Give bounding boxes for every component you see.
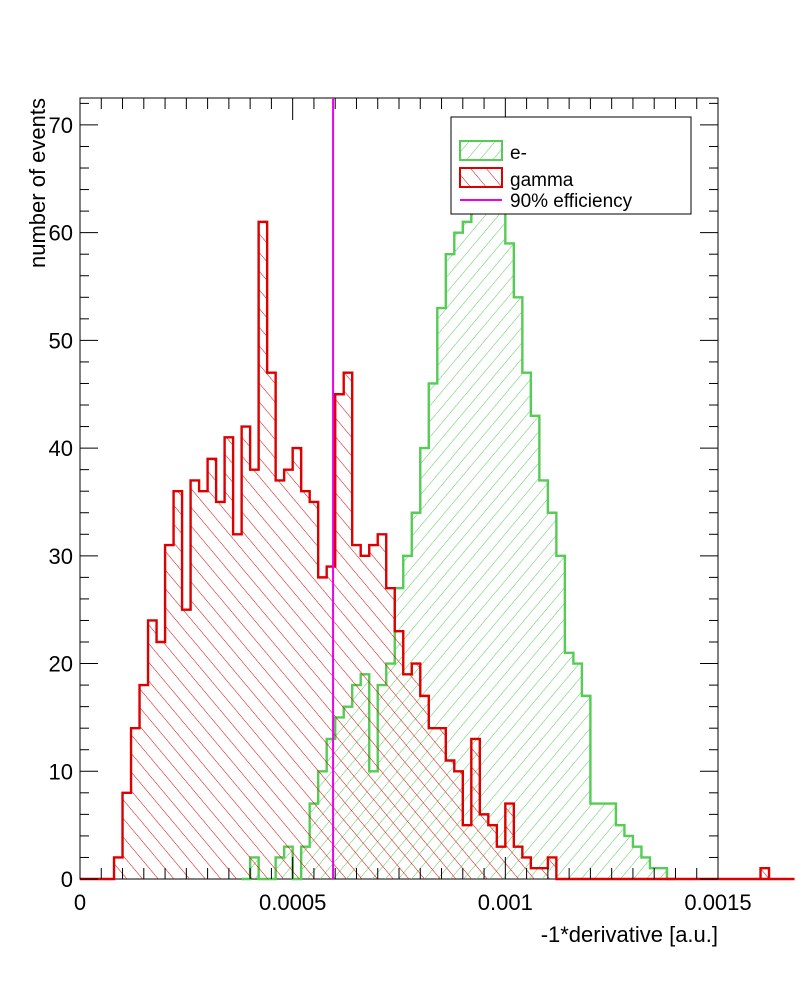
series-gamma [80,220,795,881]
y-tick-label: 10 [49,759,73,784]
legend: e- gamma 90% efficiency [450,116,692,215]
y-axis-title: number of events [25,98,50,268]
y-tick-label: 20 [49,652,73,677]
x-tick-label: 0 [74,890,86,915]
y-tick-label: 30 [49,544,73,569]
x-tick-label: 0.001 [478,890,533,915]
legend-label-gamma: gamma [510,170,574,191]
y-tick-label: 40 [49,436,73,461]
legend-label-efficiency: 90% efficiency [510,191,633,212]
x-tick-label: 0.0005 [259,890,326,915]
legend-swatch-gamma [459,167,503,188]
y-tick-label: 70 [49,113,73,138]
x-axis-title: -1*derivative [a.u.] [541,922,718,947]
y-tick-label: 0 [61,867,73,892]
series-fill [241,135,676,879]
y-axis: 0 10 20 30 40 50 60 70 [49,102,718,892]
x-axis: 0 0.0005 0.001 0.0015 [74,98,752,915]
legend-box [450,116,692,215]
y-tick-label: 50 [49,328,73,353]
series-fill [105,221,795,879]
legend-swatch-e-minus [459,140,503,161]
y-tick-label: 60 [49,221,73,246]
series-layer [80,134,795,881]
x-tick-label: 0.0015 [684,890,751,915]
series-outline [80,220,795,881]
legend-label-e-minus: e- [510,143,527,164]
